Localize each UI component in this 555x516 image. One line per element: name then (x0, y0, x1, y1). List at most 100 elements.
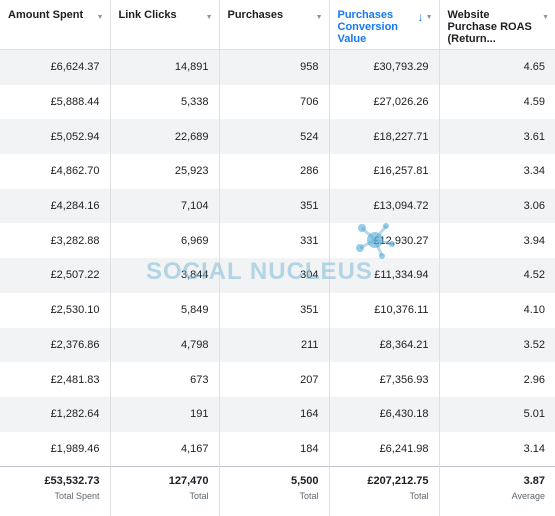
cell-amount-spent: £2,507.22 (0, 258, 111, 293)
table-row[interactable]: £1,282.64 191 164 £6,430.18 5.01 (0, 396, 555, 432)
cell-purchases: 524 (219, 119, 330, 155)
table-row[interactable]: £4,862.70 25,923 286 £16,257.81 3.34 (0, 154, 555, 189)
cell-conversion-value: £18,227.71 (329, 119, 440, 155)
table-row[interactable]: £5,052.94 22,689 524 £18,227.71 3.61 (0, 119, 555, 155)
cell-link-clicks: 3,844 (110, 258, 220, 293)
cell-roas: 3.06 (439, 188, 555, 224)
cell-conversion-value: £8,364.21 (329, 327, 440, 363)
cell-roas: 3.94 (523, 234, 545, 247)
cell-amount-spent: £5,888.44 (0, 84, 111, 120)
cell-conversion-value: £6,430.18 (329, 396, 440, 432)
total-cell-purchases: 5,500 Total (219, 466, 330, 516)
cell-amount-spent: £3,282.88 (0, 223, 111, 259)
cell-conversion-value: £30,793.29 (329, 49, 440, 85)
column-label: Website Purchase ROAS (Return... (447, 9, 532, 45)
cell-amount-spent: £2,530.10 (0, 292, 111, 328)
column-label: Purchases Conversion Value (337, 9, 399, 45)
cell-amount-spent: £1,989.46 (0, 431, 111, 467)
cell-link-clicks: 673 (110, 362, 220, 397)
cell-amount-spent: £2,481.83 (0, 362, 111, 397)
cell-conversion-value: £16,257.81 (329, 154, 440, 189)
cell-purchases: 351 (219, 188, 330, 224)
table-row[interactable]: £2,481.83 673 207 £7,356.93 2.96 (0, 362, 555, 397)
cell-link-clicks: 4,167 (110, 431, 220, 467)
cell-link-clicks: 14,891 (110, 49, 220, 85)
cell-purchases: 207 (219, 362, 330, 397)
column-header-link-clicks[interactable]: Link Clicks ▼ (110, 0, 220, 50)
total-value: 5,500 (290, 475, 319, 488)
table-row[interactable]: £1,989.46 4,167 184 £6,241.98 3.14 (0, 431, 555, 467)
cell-link-clicks: 6,969 (110, 223, 220, 259)
chevron-down-icon[interactable]: ▼ (315, 14, 323, 21)
table-row[interactable]: £5,888.44 5,338 706 £27,026.26 4.59 (0, 84, 555, 120)
total-label: Total Spent (54, 491, 100, 502)
sort-down-arrow-icon[interactable]: ↓ (417, 10, 424, 24)
cell-conversion-value: £12,930.27 (329, 223, 440, 259)
cell-amount-spent: £4,862.70 (0, 154, 111, 189)
column-label: Link Clicks (118, 9, 177, 21)
table-row[interactable]: £2,376.86 4,798 211 £8,364.21 3.52 (0, 327, 555, 363)
total-label: Total (299, 491, 319, 502)
cell-purchases: 286 (219, 154, 330, 189)
cell-conversion-value: £13,094.72 (329, 188, 440, 224)
column-label: Purchases (227, 9, 284, 21)
cell-conversion-value: £27,026.26 (329, 84, 440, 120)
total-value: £207,212.75 (367, 475, 429, 488)
cell-amount-spent: £5,052.94 (0, 119, 111, 155)
cell-conversion-value: £7,356.93 (329, 362, 440, 397)
total-cell-roas: 3.87 Average (439, 466, 555, 516)
cell-link-clicks: 4,798 (110, 327, 220, 363)
totals-row: £53,532.73 Total Spent 127,470 Total 5,500… (0, 466, 555, 516)
chevron-down-icon[interactable]: ▼ (96, 14, 104, 21)
table-row[interactable]: £2,530.10 5,849 351 £10,376.11 4.10 (0, 292, 555, 328)
cell-link-clicks: 7,104 (110, 188, 220, 224)
total-value: 127,470 (168, 475, 209, 488)
total-cell-link-clicks: 127,470 Total (110, 466, 220, 516)
cell-conversion-value: £6,241.98 (329, 431, 440, 467)
cell-amount-spent: £1,282.64 (0, 396, 111, 432)
cell-purchases: 184 (219, 431, 330, 467)
table-row[interactable]: £4,284.16 7,104 351 £13,094.72 3.06 (0, 188, 555, 224)
cell-purchases: 211 (219, 327, 330, 363)
total-label: Total (189, 491, 209, 502)
cell-purchases: 304 (219, 258, 330, 293)
cell-roas: 4.10 (523, 304, 545, 317)
cell-conversion-value: £11,334.94 (329, 258, 440, 293)
table-body: £6,624.37 14,891 958 £30,793.29 4.65 £5,888.4… (0, 49, 555, 467)
table-header-row: Amount Spent ▼ Link Clicks ▼ Purchases ▼… (0, 0, 555, 50)
total-cell-amount-spent: £53,532.73 Total Spent (0, 466, 111, 516)
cell-purchases: 351 (219, 292, 330, 328)
total-cell-conversion-value: £207,212.75 Total (329, 466, 440, 516)
cell-roas: 3.14 (523, 442, 545, 455)
table-row[interactable]: £3,282.88 6,969 331 £12,930.27 3.94 (0, 223, 555, 259)
column-label: Amount Spent (8, 9, 84, 21)
column-header-purchases-conversion-value[interactable]: Purchases Conversion Value ↓ ▼ (329, 0, 440, 50)
column-header-purchases[interactable]: Purchases ▼ (219, 0, 330, 50)
column-header-website-purchase-roas[interactable]: Website Purchase ROAS (Return... ▼ (439, 0, 555, 50)
cell-purchases: 331 (219, 223, 330, 259)
cell-link-clicks: 5,849 (110, 292, 220, 328)
cell-roas: 4.65 (439, 49, 555, 85)
total-label: Total (409, 491, 429, 502)
cell-roas: 3.52 (439, 327, 555, 363)
cell-amount-spent: £6,624.37 (0, 49, 111, 85)
column-header-amount-spent[interactable]: Amount Spent ▼ (0, 0, 111, 50)
cell-roas: 5.01 (439, 396, 555, 432)
cell-roas: 2.96 (523, 373, 545, 386)
table-row[interactable]: £6,624.37 14,891 958 £30,793.29 4.65 (0, 49, 555, 85)
cell-roas: 4.59 (523, 96, 545, 109)
cell-link-clicks: 22,689 (110, 119, 220, 155)
chevron-down-icon[interactable]: ▼ (425, 14, 433, 21)
total-value: 3.87 (523, 475, 545, 488)
table-row[interactable]: £2,507.22 3,844 304 £11,334.94 4.52 (0, 258, 555, 293)
chevron-down-icon[interactable]: ▼ (205, 14, 213, 21)
cell-link-clicks: 5,338 (110, 84, 220, 120)
cell-roas: 3.61 (439, 119, 555, 155)
cell-purchases: 164 (219, 396, 330, 432)
total-label: Average (511, 491, 545, 502)
cell-amount-spent: £4,284.16 (0, 188, 111, 224)
cell-link-clicks: 191 (110, 396, 220, 432)
cell-roas: 3.34 (523, 165, 545, 178)
chevron-down-icon[interactable]: ▼ (542, 14, 549, 21)
cell-roas: 4.52 (439, 258, 555, 293)
